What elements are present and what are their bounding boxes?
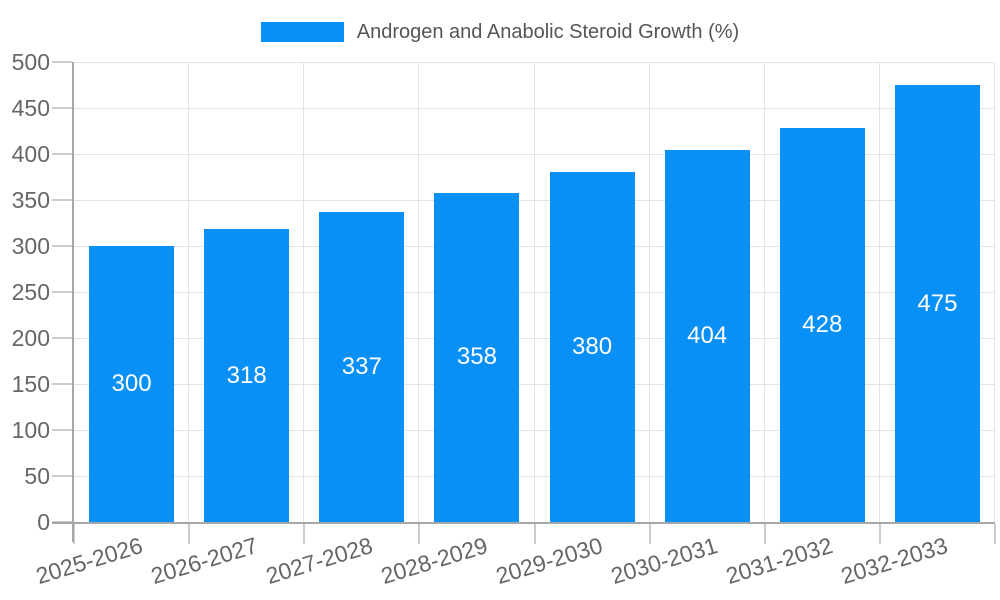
x-axis-category-label: 2028-2029 bbox=[377, 532, 491, 590]
gridline-horizontal bbox=[74, 108, 995, 109]
x-axis-line bbox=[52, 522, 995, 524]
gridline-horizontal bbox=[74, 430, 995, 431]
y-axis-tick-label: 400 bbox=[11, 141, 50, 167]
y-axis-tick bbox=[52, 475, 72, 477]
y-axis-tick-label: 350 bbox=[11, 187, 50, 213]
x-axis-category-label: 2027-2028 bbox=[262, 532, 376, 590]
gridline-horizontal bbox=[74, 246, 995, 247]
y-axis-line bbox=[72, 62, 74, 542]
y-axis-tick-label: 300 bbox=[11, 233, 50, 259]
chart-legend: Androgen and Anabolic Steroid Growth (%) bbox=[0, 20, 1000, 44]
gridline-vertical bbox=[188, 62, 190, 522]
gridline-horizontal bbox=[74, 62, 995, 63]
bar[interactable] bbox=[549, 172, 635, 522]
gridline-vertical bbox=[994, 62, 995, 522]
y-axis-tick-label: 50 bbox=[24, 463, 50, 489]
x-axis-tick bbox=[994, 524, 996, 544]
gridline-horizontal bbox=[74, 338, 995, 339]
plot-area: 300 318 337 358 380 404 428 475 bbox=[74, 62, 995, 522]
x-axis-tick bbox=[533, 524, 536, 544]
x-axis-category-label: 2025-2026 bbox=[32, 532, 146, 590]
gridline-horizontal bbox=[74, 154, 995, 155]
y-axis-tick bbox=[52, 337, 72, 339]
gridline-vertical bbox=[648, 62, 650, 522]
y-axis-tick-label: 500 bbox=[11, 49, 50, 75]
y-axis-tick bbox=[52, 107, 72, 109]
y-axis-tick bbox=[52, 153, 72, 155]
bar[interactable] bbox=[319, 211, 405, 522]
x-axis-tick bbox=[763, 524, 766, 544]
gridline-vertical bbox=[878, 62, 880, 522]
x-axis-tick bbox=[418, 524, 421, 544]
y-axis-tick-label: 0 bbox=[37, 509, 50, 535]
y-axis-tick-label: 450 bbox=[11, 95, 50, 121]
bar[interactable] bbox=[434, 192, 520, 522]
x-axis-category-label: 2029-2030 bbox=[492, 532, 606, 590]
gridline-horizontal bbox=[74, 292, 995, 293]
gridline-horizontal bbox=[74, 384, 995, 385]
gridline-vertical bbox=[533, 62, 535, 522]
y-axis-tick bbox=[52, 291, 72, 293]
legend-label: Androgen and Anabolic Steroid Growth (%) bbox=[356, 21, 740, 43]
y-axis-tick-label: 200 bbox=[11, 325, 50, 351]
bar[interactable] bbox=[894, 85, 980, 522]
gridline-horizontal bbox=[74, 476, 995, 477]
y-axis-tick bbox=[52, 429, 72, 431]
x-axis-category-label: 2030-2031 bbox=[607, 532, 721, 590]
x-axis-tick bbox=[73, 524, 75, 544]
gridline-vertical bbox=[303, 62, 305, 522]
legend-item[interactable]: Androgen and Anabolic Steroid Growth (%) bbox=[260, 20, 740, 44]
x-axis-category-label: 2031-2032 bbox=[723, 532, 836, 590]
x-axis-tick bbox=[188, 524, 191, 544]
bar[interactable] bbox=[779, 128, 865, 522]
y-axis-tick bbox=[52, 61, 72, 63]
legend-swatch-icon bbox=[260, 22, 344, 42]
x-axis-category-label: 2026-2027 bbox=[147, 532, 261, 590]
y-axis-tick bbox=[52, 383, 72, 385]
bar[interactable] bbox=[204, 229, 290, 522]
bar[interactable] bbox=[89, 246, 175, 522]
y-axis-tick-label: 100 bbox=[11, 417, 50, 443]
y-axis-tick bbox=[52, 245, 72, 247]
x-axis-tick bbox=[303, 524, 306, 544]
bar[interactable] bbox=[664, 150, 750, 522]
x-axis-tick bbox=[648, 524, 651, 544]
x-axis-category-label: 2032-2033 bbox=[838, 532, 952, 590]
y-axis-tick-label: 250 bbox=[11, 279, 50, 305]
gridline-vertical bbox=[763, 62, 765, 522]
gridline-vertical bbox=[418, 62, 420, 522]
y-axis-tick bbox=[52, 199, 72, 201]
gridline-horizontal bbox=[74, 200, 995, 201]
x-axis-tick bbox=[878, 524, 881, 544]
y-axis-tick-label: 150 bbox=[11, 371, 50, 397]
